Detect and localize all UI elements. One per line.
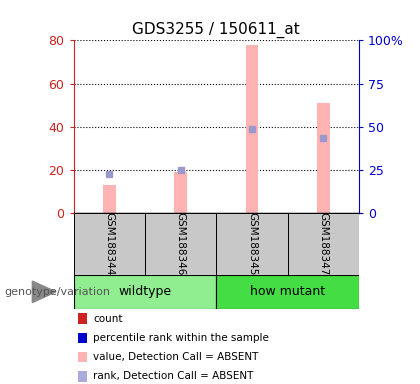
Bar	[74, 213, 145, 275]
Bar	[145, 213, 216, 275]
Bar	[174, 172, 187, 213]
Text: wildtype: wildtype	[118, 285, 171, 298]
Text: GSM188346: GSM188346	[176, 212, 186, 276]
Bar	[103, 185, 116, 213]
Bar	[216, 213, 288, 275]
Text: GSM188345: GSM188345	[247, 212, 257, 276]
Bar	[317, 103, 330, 213]
Polygon shape	[32, 281, 56, 303]
Title: GDS3255 / 150611_at: GDS3255 / 150611_at	[132, 22, 300, 38]
Text: genotype/variation: genotype/variation	[4, 287, 110, 297]
Text: value, Detection Call = ABSENT: value, Detection Call = ABSENT	[93, 352, 259, 362]
Text: percentile rank within the sample: percentile rank within the sample	[93, 333, 269, 343]
Bar	[74, 275, 216, 309]
Text: count: count	[93, 314, 123, 324]
Bar	[288, 213, 359, 275]
Text: rank, Detection Call = ABSENT: rank, Detection Call = ABSENT	[93, 371, 254, 381]
Text: how mutant: how mutant	[250, 285, 325, 298]
Text: GSM188344: GSM188344	[104, 212, 114, 276]
Text: GSM188347: GSM188347	[318, 212, 328, 276]
Bar	[216, 275, 359, 309]
Bar	[246, 45, 258, 213]
